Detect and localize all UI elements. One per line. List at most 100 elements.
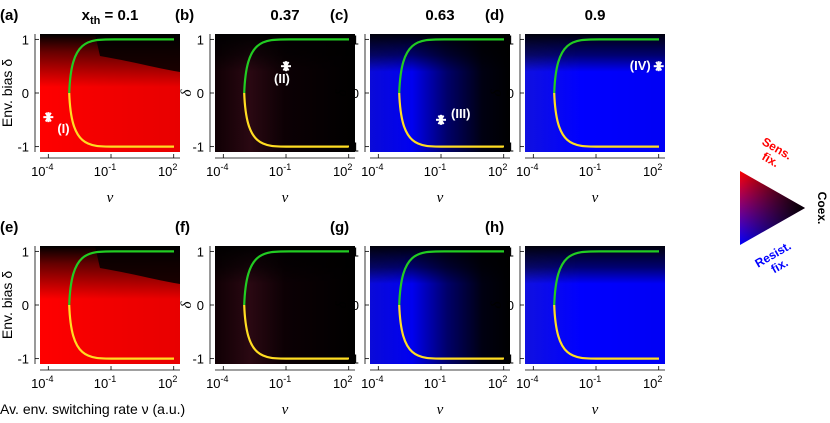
y-axis-label: δ <box>334 88 350 96</box>
y-axis-label: δ <box>179 88 195 96</box>
marker-label: (III) <box>451 106 471 121</box>
panel-letter: (g) <box>330 219 349 236</box>
x-tick-label: 10-1 <box>579 162 601 179</box>
x-tick-label: 10-4 <box>361 162 383 179</box>
x-tick-label: 10-1 <box>579 374 601 391</box>
heatmap-shading <box>370 34 510 152</box>
y-tick-label: 0 <box>197 298 204 313</box>
x-tick-label: 10-4 <box>361 374 383 391</box>
panel-letter: (e) <box>0 219 18 236</box>
x-tick-label: 102 <box>158 374 177 391</box>
x-tick-label: 102 <box>333 162 352 179</box>
curve-upper <box>553 38 659 94</box>
y-tick-label: 1 <box>197 244 204 259</box>
y-axis-label: Env. bias δ <box>0 271 15 339</box>
curve-upper <box>398 38 504 94</box>
y-tick-label: 0 <box>507 86 514 101</box>
x-tick-label: 10-1 <box>94 162 116 179</box>
marker-asterisk <box>653 61 664 72</box>
y-axis-label: Env. bias δ <box>0 59 15 127</box>
panel-letter: (f) <box>175 219 190 236</box>
panel-letter: (h) <box>485 219 504 236</box>
x-axis-label: Av. env. switching rate ν (a.u.) <box>0 401 185 417</box>
marker-asterisk <box>281 61 292 72</box>
colorbar-label-sensitive: Sens.fix. <box>753 134 794 173</box>
y-tick-label: 0 <box>352 86 359 101</box>
curve-lower <box>68 304 174 360</box>
y-axis-label: δ <box>334 300 350 308</box>
curve-lower <box>243 92 349 148</box>
x-tick-label: 10-4 <box>516 162 538 179</box>
curve-lower <box>398 92 504 148</box>
curve-upper <box>68 250 174 306</box>
panel-a: -1 0 1 10-4 10-1 102 ν Env. bias δ (a) xth = 0.1 (… <box>0 7 180 206</box>
x-tick-label: 10-1 <box>94 374 116 391</box>
heatmap-shading <box>525 34 665 152</box>
x-axis-label: ν <box>592 402 599 418</box>
y-tick-label: 1 <box>507 32 514 47</box>
x-tick-label: 10-4 <box>31 162 53 179</box>
y-tick-label: 0 <box>22 298 29 313</box>
y-tick-label: -1 <box>502 352 514 367</box>
y-axis-label: δ <box>489 300 505 308</box>
curve-lower <box>68 92 174 148</box>
colorbar-triangle: Sens.fix. Resist.fix. Coex. <box>740 134 829 282</box>
colorbar-label-resistant: Resist.fix. <box>752 239 800 282</box>
panel-h: -1 0 1 10-4 10-1 102 ν δ (h) <box>485 219 665 418</box>
x-tick-label: 10-1 <box>424 162 446 179</box>
y-tick-label: -1 <box>192 140 204 155</box>
x-tick-label: 102 <box>643 374 662 391</box>
heatmap-shading <box>370 246 510 364</box>
y-axis-label: δ <box>489 88 505 96</box>
y-tick-label: 1 <box>22 32 29 47</box>
x-axis-label: ν <box>437 190 444 206</box>
y-tick-label: 0 <box>197 86 204 101</box>
panel-e: -1 0 1 10-4 10-1 102 Av. env. switching rate ν… <box>0 219 185 417</box>
x-tick-label: 102 <box>488 374 507 391</box>
heatmap-shading <box>215 246 355 364</box>
curve-upper <box>398 250 504 306</box>
panel-b: -1 0 1 10-4 10-1 102 ν δ (b) 0.37 (II) <box>175 7 355 206</box>
panel-letter: (b) <box>175 7 194 24</box>
panel-title: 0.63 <box>425 7 454 24</box>
marker-asterisk <box>43 112 54 123</box>
y-tick-label: 1 <box>507 244 514 259</box>
x-axis-label: ν <box>437 402 444 418</box>
y-tick-label: -1 <box>17 352 29 367</box>
x-tick-label: 10-4 <box>31 374 53 391</box>
x-axis-label: ν <box>282 402 289 418</box>
x-tick-label: 102 <box>488 162 507 179</box>
x-tick-label: 102 <box>643 162 662 179</box>
colorbar-fill-coex <box>740 171 805 245</box>
curve-upper <box>553 250 659 306</box>
y-tick-label: -1 <box>347 140 359 155</box>
y-tick-label: 1 <box>197 32 204 47</box>
curve-upper <box>243 250 349 306</box>
marker-label: (II) <box>274 71 290 86</box>
panel-letter: (c) <box>330 7 348 24</box>
x-axis-label: ν <box>282 190 289 206</box>
x-tick-label: 10-1 <box>424 374 446 391</box>
heatmap-shading <box>95 246 180 284</box>
y-tick-label: 0 <box>352 298 359 313</box>
y-tick-label: 1 <box>352 244 359 259</box>
panel-g: -1 0 1 10-4 10-1 102 ν δ (g) <box>330 219 510 418</box>
y-tick-label: 0 <box>507 298 514 313</box>
y-tick-label: -1 <box>502 140 514 155</box>
colorbar-label-coexistence: Coex. <box>815 192 829 225</box>
panel-title: xth = 0.1 <box>82 7 139 27</box>
panel-d: -1 0 1 10-4 10-1 102 ν δ (d) 0.9 (IV) <box>485 7 665 206</box>
y-tick-label: 0 <box>22 86 29 101</box>
curve-lower <box>243 304 349 360</box>
heatmap-shading <box>95 34 180 72</box>
y-tick-label: 1 <box>22 244 29 259</box>
y-axis-label: δ <box>179 300 195 308</box>
heatmap-shading <box>215 34 355 152</box>
x-tick-label: 10-1 <box>269 374 291 391</box>
marker-asterisk <box>436 114 447 125</box>
y-tick-label: 1 <box>352 32 359 47</box>
panel-c: -1 0 1 10-4 10-1 102 ν δ (c) 0.63 (III) <box>330 7 510 206</box>
marker-label: (IV) <box>630 58 651 73</box>
